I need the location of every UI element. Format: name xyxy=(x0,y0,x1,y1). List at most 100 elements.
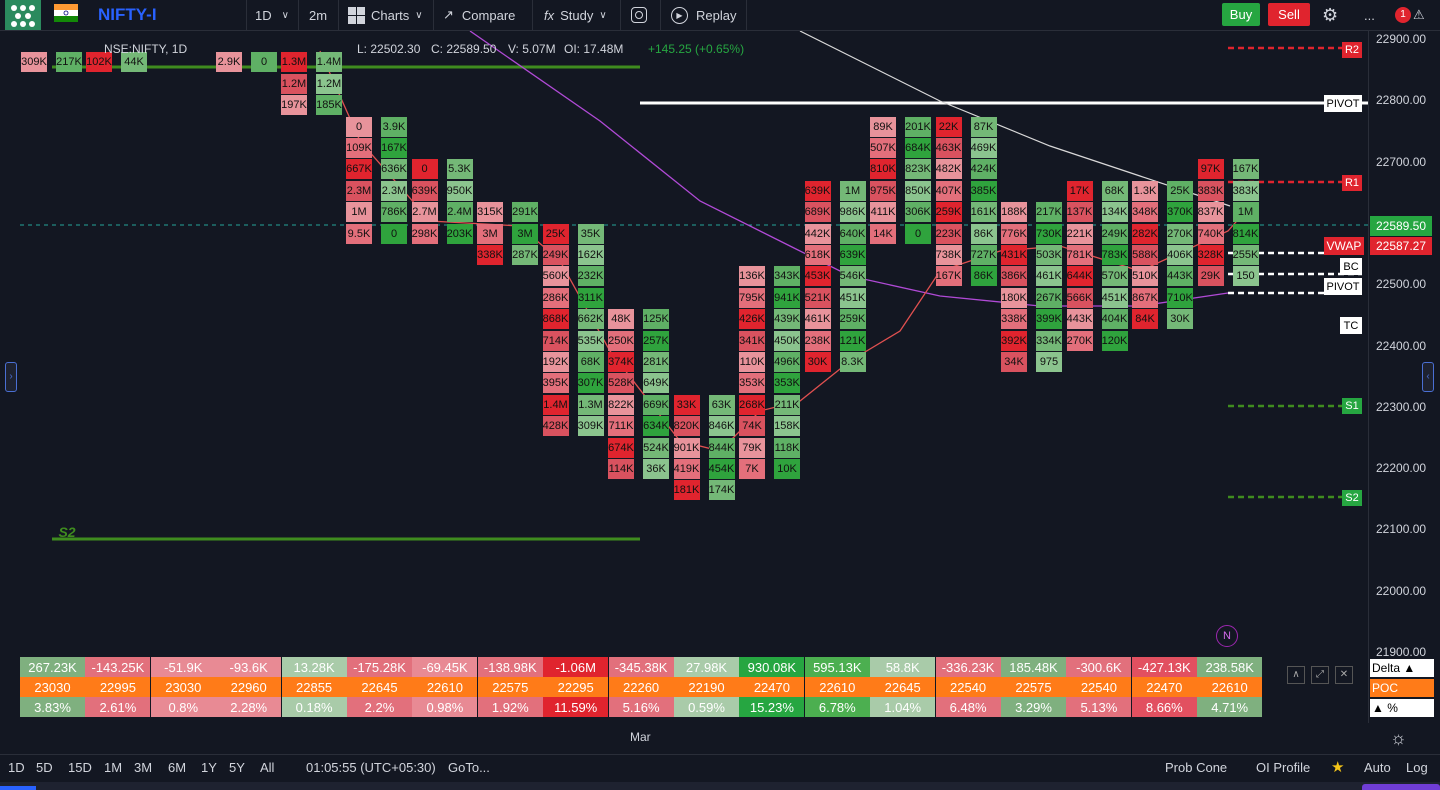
range-button-1d[interactable]: 1D xyxy=(8,760,25,775)
footprint-cell: 503K xyxy=(1036,245,1062,265)
maximize-pane-button[interactable]: ⤢ xyxy=(1311,666,1329,684)
summary-delta-cell: 13.28K xyxy=(281,657,347,677)
summary-poc-cell: 22610 xyxy=(412,677,478,697)
axis-settings-button[interactable]: ☼ xyxy=(1390,728,1407,749)
timeframe-button[interactable]: 2m xyxy=(309,7,328,23)
chevron-down-icon: ∨ xyxy=(599,9,607,21)
footprint-cell: 439K xyxy=(774,309,800,330)
footprint-cell: 180K xyxy=(1001,287,1027,308)
summary-delta-cell: -300.6K xyxy=(1066,657,1132,677)
oi-profile-button[interactable]: OI Profile xyxy=(1256,760,1311,775)
summary-poc-cell: 23030 xyxy=(150,677,216,697)
footprint-cell: 353K xyxy=(739,373,765,394)
notification-button[interactable]: 1 ⚠ xyxy=(1395,0,1425,30)
summary-pct-cell: 5.13% xyxy=(1066,697,1132,717)
summary-pct-cell: 0.98% xyxy=(412,697,478,717)
footprint-cell: 9.5K xyxy=(346,223,372,244)
footprint-cell: 469K xyxy=(970,138,997,158)
log-scale-button[interactable]: Log xyxy=(1406,760,1428,775)
right-panel-toggle[interactable]: ‹ xyxy=(1422,362,1434,392)
goto-button[interactable]: GoTo... xyxy=(448,760,490,775)
footprint-cell: 167K xyxy=(935,266,962,287)
range-button-5y[interactable]: 5Y xyxy=(229,760,245,775)
summary-label-delta: Delta ▲ xyxy=(1370,659,1434,677)
price-axis[interactable] xyxy=(1368,31,1440,723)
footprint-cell: 188K xyxy=(1001,202,1027,223)
instagram-button[interactable] xyxy=(631,0,647,30)
function-icon: fx xyxy=(544,7,555,23)
footprint-cell: 341K xyxy=(739,330,765,351)
footprint-cell: 25K xyxy=(542,223,569,244)
range-button-all[interactable]: All xyxy=(260,760,275,775)
favorite-star-icon[interactable]: ★ xyxy=(1331,759,1345,776)
range-button-1m[interactable]: 1M xyxy=(104,760,123,775)
more-button[interactable]: ... xyxy=(1364,7,1375,23)
footprint-cell: 783K xyxy=(1101,245,1128,265)
footprint-cell: 84K xyxy=(1132,309,1158,330)
bc-tag: BC xyxy=(1340,258,1362,275)
footprint-cell: 730K xyxy=(1036,223,1062,244)
news-icon[interactable]: N xyxy=(1216,625,1238,647)
footprint-cell: 786K xyxy=(381,202,407,223)
legend-volume: V: 5.07M xyxy=(508,42,556,56)
close-pane-button[interactable]: ✕ xyxy=(1335,666,1353,684)
r1-tag: R1 xyxy=(1342,175,1362,191)
footprint-chart[interactable]: 309K 217K 102K 44K 2.9K 0 1.3M 1.2M 197K 1.4M 1.2M… xyxy=(0,31,1368,723)
footprint-cell: 0 xyxy=(411,159,438,180)
footprint-cell: 217K xyxy=(1036,202,1062,223)
symbol-name[interactable]: NIFTY-I xyxy=(98,5,157,24)
buy-button[interactable]: Buy xyxy=(1222,3,1260,26)
footprint-cell: 496K xyxy=(774,352,800,372)
interval-dropdown[interactable]: 1D ∨ xyxy=(255,0,289,30)
footprint-cell: 867K xyxy=(1132,287,1158,308)
left-panel-toggle[interactable]: › xyxy=(5,362,17,392)
footprint-cell: 270K xyxy=(1167,223,1193,244)
footprint-cell: 223K xyxy=(935,223,962,244)
range-button-5d[interactable]: 5D xyxy=(36,760,53,775)
range-button-15d[interactable]: 15D xyxy=(68,760,92,775)
summary-poc-cell: 22855 xyxy=(281,677,347,697)
footprint-cell: 386K xyxy=(1001,266,1027,287)
footprint-cell: 33K xyxy=(673,394,700,415)
settings-button[interactable]: ⚙ xyxy=(1322,0,1338,30)
footprint-cell: 644K xyxy=(1066,266,1093,287)
footprint-cell: 281K xyxy=(643,352,669,372)
footprint-cell: 406K xyxy=(1167,245,1193,265)
app-logo[interactable] xyxy=(5,0,41,30)
range-button-3m[interactable]: 3M xyxy=(134,760,153,775)
summary-pct-cell: 4.71% xyxy=(1197,697,1263,717)
sell-button[interactable]: Sell xyxy=(1268,3,1310,26)
footprint-cell: 36K xyxy=(643,459,669,479)
pivot2-tag: PIVOT xyxy=(1324,278,1362,295)
footprint-cell: 810K xyxy=(870,159,896,180)
summary-label-pct: ▲ % xyxy=(1370,699,1434,717)
replay-button[interactable]: ▶ Replay xyxy=(671,0,736,30)
charts-dropdown[interactable]: Charts ∨ xyxy=(348,0,423,30)
collapse-pane-button[interactable]: ∧ xyxy=(1287,666,1305,684)
range-button-6m[interactable]: 6M xyxy=(168,760,187,775)
footprint-cell: 257K xyxy=(643,330,669,351)
summary-poc-cell: 22190 xyxy=(674,677,739,697)
footprint-cell: 63K xyxy=(708,394,735,415)
summary-poc-cell: 22540 xyxy=(935,677,1001,697)
prob-cone-button[interactable]: Prob Cone xyxy=(1165,760,1228,775)
footprint-cell: 167K xyxy=(381,138,407,158)
range-button-1y[interactable]: 1Y xyxy=(201,760,217,775)
footprint-cell: 383K xyxy=(1232,180,1259,201)
footprint-cell: 639K xyxy=(839,245,866,265)
bottom-toolbar xyxy=(0,754,1440,783)
footprint-cell: 348K xyxy=(1132,202,1158,223)
footprint-cell: 22K xyxy=(935,116,962,137)
footprint-cell: 738K xyxy=(935,245,962,265)
footprint-cell: 1M xyxy=(346,202,372,223)
compare-button[interactable]: ↗ Compare xyxy=(443,0,515,30)
compare-icon: ↗ xyxy=(443,7,454,22)
footprint-cell: 823K xyxy=(905,159,931,180)
footprint-cell: 2.7M xyxy=(411,202,438,223)
study-dropdown[interactable]: fx Study ∨ xyxy=(544,0,607,30)
footprint-cell: 192K xyxy=(542,352,569,372)
instagram-icon xyxy=(631,7,647,23)
auto-scale-button[interactable]: Auto xyxy=(1364,760,1391,775)
footprint-cell: 1.3M xyxy=(577,394,604,415)
price-tick-label: 22200.00 xyxy=(1376,461,1427,476)
